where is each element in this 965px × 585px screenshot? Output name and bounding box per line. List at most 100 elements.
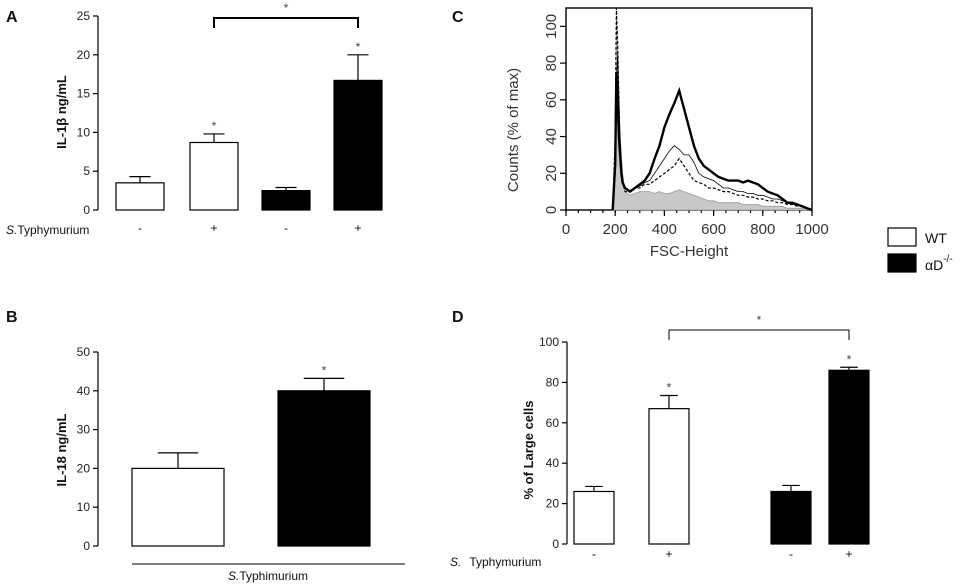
a-y-tick-label: 10	[77, 125, 91, 139]
panel-c-ylabel: Counts (% of max)	[505, 68, 522, 192]
a-bracket-significance: *	[284, 1, 289, 15]
panel-b-ylabel: IL-18 ng/mL	[54, 413, 69, 486]
a-category-label: +	[354, 221, 361, 235]
d-bar	[770, 490, 812, 545]
panel-a-bracket: *	[213, 1, 359, 28]
a-bar	[333, 79, 383, 211]
b-y-tick-label: 30	[77, 423, 91, 437]
b-significance: *	[322, 363, 327, 377]
panel-c-xlabel: FSC-Height	[650, 243, 729, 260]
a-bar	[115, 182, 165, 211]
panel-c-series	[611, 7, 813, 212]
panel-b: B IL-18 ng/mL 0 10 20 30 40 50 * S.Typhimuriu…	[6, 309, 405, 583]
b-bar	[277, 390, 371, 547]
panel-a-letter: A	[6, 9, 18, 26]
d-category-label: -	[789, 547, 793, 561]
d-y-tick-label: 60	[546, 416, 560, 430]
d-y-tick-label: 0	[552, 537, 559, 551]
a-bracket-line	[213, 17, 359, 28]
panel-c-x-tick-label: 0	[562, 221, 570, 238]
d-y-tick-label: 100	[539, 335, 559, 349]
panel-c-x-tick-label: 400	[652, 221, 677, 238]
d-bracket-significance: *	[757, 313, 762, 327]
d-y-tick-label: 40	[546, 456, 560, 470]
panel-c-axes: 0 200 400 600 800 1000 0 20 40 60 80 100	[543, 14, 829, 238]
b-y-tick-label: 0	[83, 539, 90, 553]
a-bar	[189, 141, 239, 211]
panel-d-xlabel-text: Typhymurium	[469, 555, 541, 569]
legend-ad-label: αD-/-	[925, 254, 953, 273]
panel-b-letter: B	[6, 309, 18, 326]
panel-d-letter: D	[452, 309, 464, 326]
b-y-tick-label: 10	[77, 500, 91, 514]
d-category-label: -	[592, 547, 596, 561]
panel-a-xlabel-text: Typhymurium	[17, 223, 89, 237]
panel-d-xlabel: S. Typhymurium	[450, 555, 541, 569]
d-y-tick-label: 80	[546, 375, 560, 389]
legend-ad-superscript: -/-	[943, 254, 952, 265]
a-significance: *	[356, 40, 361, 54]
panel-c: C 0 200 400 600 800 1000 0 20 40 60 80 100 FSC-Heig…	[452, 7, 829, 260]
d-y-tick-label: 20	[546, 497, 560, 511]
panel-d-yaxis: 0 20 40 60 80 100	[539, 335, 568, 551]
panel-c-series-thick-solid	[611, 72, 813, 212]
panel-c-letter: C	[452, 9, 464, 26]
panel-c-frame	[565, 7, 813, 211]
panel-c-series-dashed	[612, 7, 813, 211]
panel-c-x-tick-label: 200	[603, 221, 628, 238]
d-bar	[573, 490, 615, 545]
a-y-tick-label: 20	[77, 48, 91, 62]
panel-c-y-tick-label: 60	[543, 91, 560, 108]
a-bar	[261, 190, 311, 211]
panel-d-xlabel-prefix: S.	[450, 555, 461, 569]
panel-c-x-tick-label: 800	[750, 221, 775, 238]
panel-b-xlabel-text: Typhimurium	[239, 569, 308, 583]
b-y-tick-label: 20	[77, 461, 91, 475]
panel-d-bracket: *	[668, 313, 850, 340]
d-bar	[648, 408, 690, 545]
panel-c-x-tick-label: 600	[701, 221, 726, 238]
a-y-tick-label: 0	[83, 203, 90, 217]
panel-c-y-tick-label: 100	[543, 14, 560, 39]
legend-wt-label: WT	[925, 230, 947, 246]
panel-a-yaxis: 0 5 10 15 20 25	[77, 9, 99, 217]
panel-b-bars: *	[131, 363, 371, 547]
panel-a-categories: - + - +	[138, 221, 362, 235]
b-y-tick-label: 50	[77, 345, 91, 359]
a-significance: *	[212, 119, 217, 133]
b-y-tick-label: 40	[77, 384, 91, 398]
a-category-label: -	[284, 221, 288, 235]
panel-b-xlabel-prefix: S.	[228, 569, 239, 583]
d-significance: *	[847, 352, 852, 366]
legend-wt-swatch	[887, 227, 917, 247]
panel-c-y-tick-label: 80	[543, 55, 560, 72]
legend-ad-swatch	[887, 253, 917, 273]
panel-b-xlabel: S.Typhimurium	[228, 569, 308, 583]
panel-c-x-tick-label: 1000	[795, 221, 828, 238]
panel-d-bars: **	[573, 352, 870, 545]
panel-a-xlabel-prefix: S.	[6, 223, 17, 237]
panel-d-ylabel: % of Large cells	[521, 401, 536, 500]
legend-ad-text: αD	[925, 257, 943, 273]
d-bar	[828, 369, 870, 545]
d-significance: *	[667, 381, 672, 395]
panel-c-y-tick-label: 0	[543, 206, 560, 214]
panel-b-yaxis: 0 10 20 30 40 50	[77, 345, 99, 553]
d-category-label: +	[665, 547, 672, 561]
panel-a-xlabel: S.Typhymurium	[6, 223, 89, 237]
a-category-label: +	[210, 221, 217, 235]
a-y-tick-label: 5	[83, 164, 90, 178]
d-category-label: +	[845, 547, 852, 561]
panel-a-bars: **	[115, 40, 383, 211]
a-y-tick-label: 25	[77, 9, 91, 23]
panel-c-y-tick-label: 20	[543, 165, 560, 182]
panel-d-categories: - + - +	[592, 547, 853, 561]
panel-a-ylabel: IL-1β ng/mL	[54, 75, 69, 149]
a-y-tick-label: 15	[77, 87, 91, 101]
panel-c-y-tick-label: 40	[543, 128, 560, 145]
legend: WT αD-/-	[887, 227, 953, 273]
b-bar	[131, 467, 225, 547]
